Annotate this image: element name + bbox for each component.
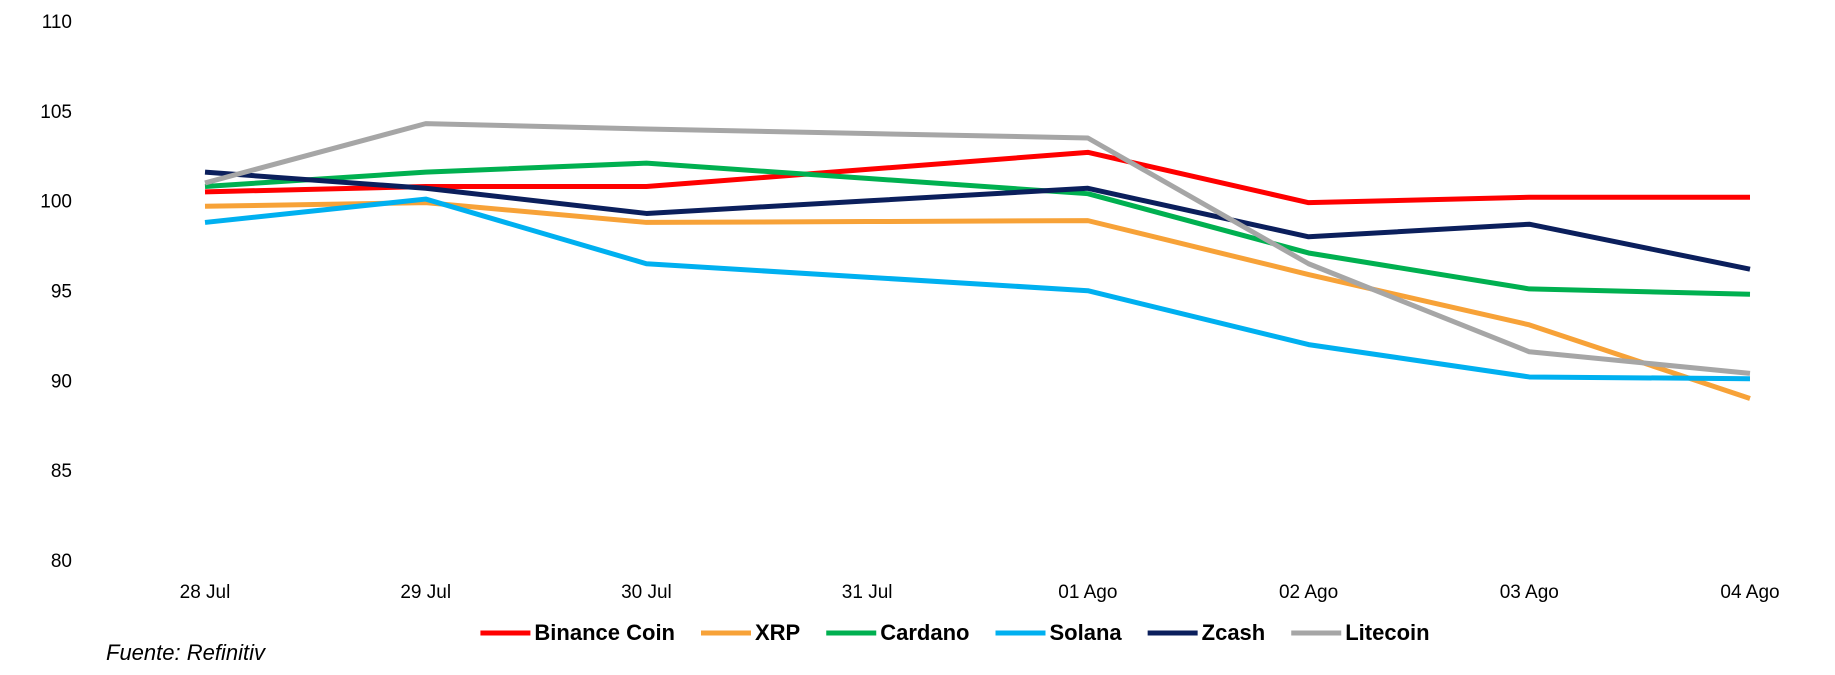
x-tick-label: 02 Ago [1279, 582, 1338, 603]
legend-label: Binance Coin [534, 620, 675, 645]
series-line [204, 149, 1750, 206]
x-tick-label: 31 Jul [842, 582, 893, 603]
series-line [204, 196, 1751, 382]
series-line [204, 160, 1751, 297]
legend-label: Cardano [880, 620, 969, 645]
x-tick-label: 04 Ago [1720, 582, 1779, 603]
x-tick-label: 03 Ago [1500, 582, 1559, 603]
y-tick-label: 90 [51, 371, 72, 392]
source: Fuente: Refinitiv [106, 640, 267, 665]
y-tick-label: 100 [40, 192, 72, 213]
y-tick-label: 105 [40, 102, 72, 123]
series-line [204, 200, 1751, 401]
x-tick-label: 01 Ago [1058, 582, 1117, 603]
x-tick-label: 28 Jul [180, 582, 231, 603]
legend-label: Solana [1050, 620, 1123, 645]
series-line [204, 169, 1751, 272]
x-tick-label: 30 Jul [621, 582, 672, 603]
legend-label: Zcash [1202, 620, 1266, 645]
y-tick-label: 110 [42, 12, 72, 33]
y-tick-label: 85 [51, 461, 72, 482]
y-tick-label: 80 [51, 551, 72, 572]
x-tick-label: 29 Jul [400, 582, 451, 603]
y-tick-label: 95 [51, 282, 72, 303]
legend-label: XRP [755, 620, 800, 645]
series-line [204, 121, 1751, 376]
legend-label: Litecoin [1345, 620, 1429, 645]
